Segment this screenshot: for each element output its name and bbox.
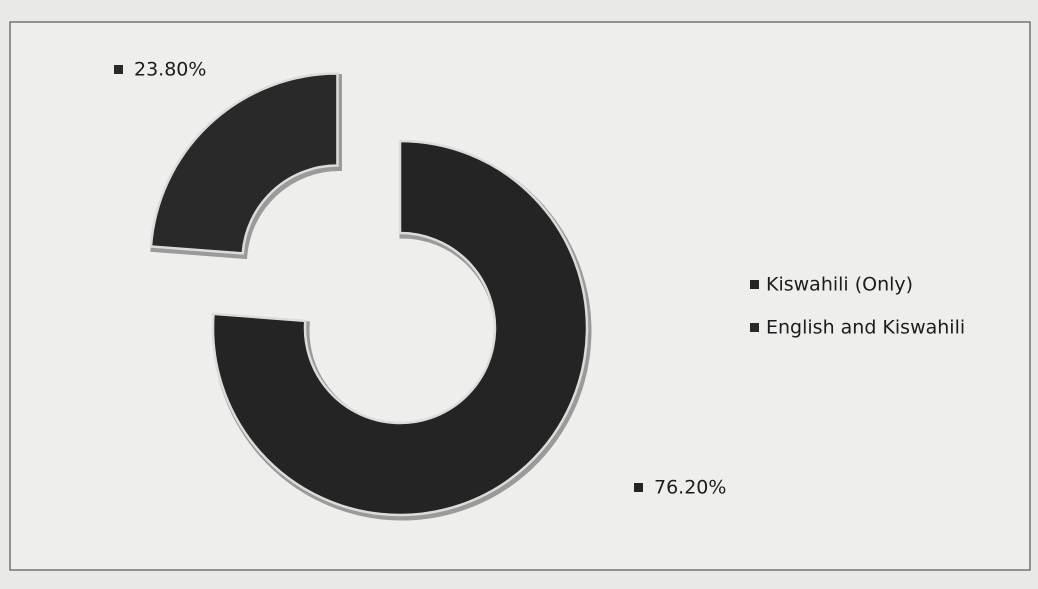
label-marker — [114, 65, 123, 74]
legend-swatch — [750, 323, 759, 332]
legend-swatch — [750, 280, 759, 289]
legend-label: English and Kiswahili — [766, 317, 965, 339]
data-label: 23.80% — [134, 59, 206, 81]
legend-label: Kiswahili (Only) — [766, 274, 913, 296]
doughnut-segment — [149, 72, 339, 255]
doughnut-segment — [211, 139, 589, 517]
data-label: 76.20% — [654, 477, 726, 499]
label-marker — [634, 483, 643, 492]
